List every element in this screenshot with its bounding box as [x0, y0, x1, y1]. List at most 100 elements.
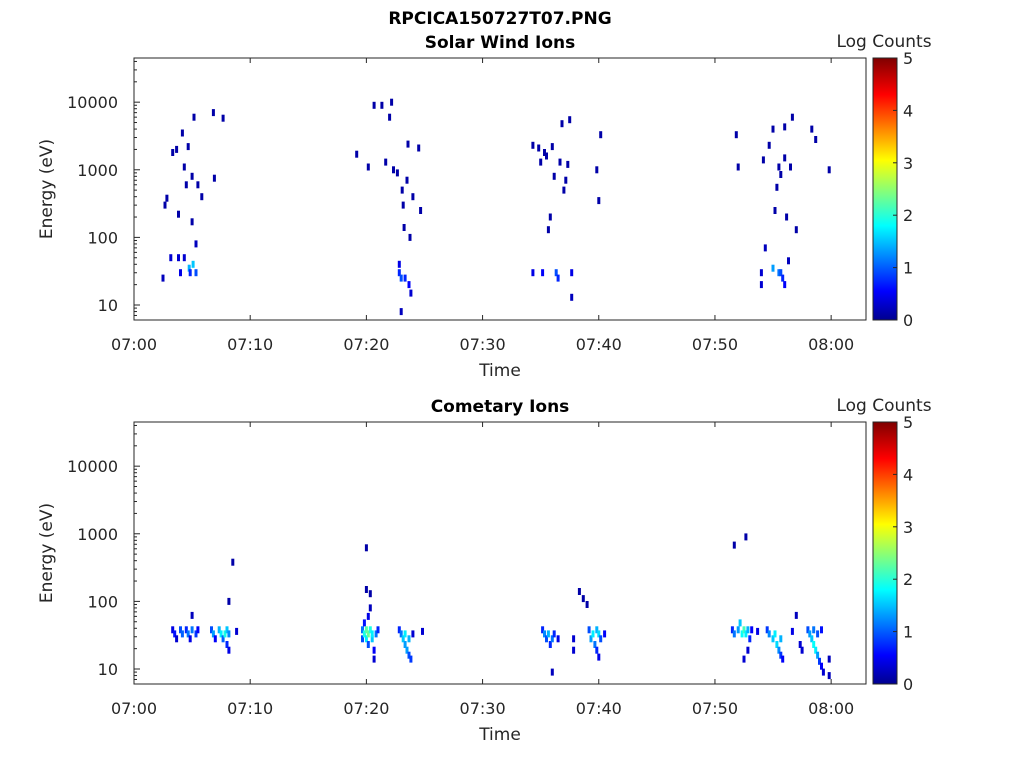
- heatmap-cell: [759, 281, 763, 289]
- heatmap-cell: [740, 630, 744, 638]
- heatmap-cell: [775, 183, 779, 191]
- heatmap-cell: [190, 218, 194, 226]
- heatmap-cell: [597, 197, 601, 205]
- heatmap-cell: [810, 125, 814, 133]
- colorbar-tick-label: 5: [903, 413, 913, 432]
- heatmap-cell: [771, 635, 775, 643]
- colorbar-ticks: 0 1 2 3 4 5: [893, 413, 913, 694]
- heatmap-cell: [812, 641, 816, 648]
- heatmap-cell: [182, 163, 186, 171]
- heatmap-cell: [366, 630, 370, 638]
- heatmap-cell: [180, 129, 184, 137]
- heatmap-cell: [419, 207, 423, 214]
- heatmap-cell: [732, 630, 736, 638]
- heatmap-cell: [361, 626, 364, 634]
- heatmap-cell: [548, 213, 552, 221]
- colorbar-tick-label: 3: [903, 518, 913, 537]
- heatmap-cell: [597, 653, 601, 661]
- heatmap-cell: [546, 226, 550, 234]
- heatmap-cell: [188, 269, 192, 277]
- heatmap-cell: [397, 626, 401, 634]
- heatmap-cell: [169, 254, 173, 262]
- x-tick-label: 08:00: [808, 699, 854, 718]
- heatmap-cell: [179, 269, 182, 277]
- x-tick-label: 07:50: [692, 335, 738, 354]
- axes: 07:00 07:10 07:20 07:30 07:40 07:50 08:00 10 100…: [67, 422, 854, 718]
- heatmap-cell: [558, 158, 562, 166]
- heatmap-cell: [556, 274, 560, 282]
- heatmap-cell: [399, 630, 403, 638]
- heatmap-cell: [366, 163, 370, 171]
- heatmap-cell: [543, 630, 546, 638]
- heatmap-cell: [392, 166, 395, 174]
- heatmap-cell: [577, 588, 581, 595]
- heatmap-cell: [225, 626, 229, 634]
- heatmap-cell: [763, 244, 767, 252]
- heatmap-cell: [405, 176, 409, 184]
- heatmap-cell: [593, 641, 597, 648]
- heatmap-cell: [777, 646, 781, 654]
- y-tick-label: 100: [87, 592, 118, 611]
- heatmap-cell: [407, 635, 411, 643]
- heatmap-cell: [401, 635, 405, 643]
- heatmap-cell: [399, 274, 403, 282]
- heatmap-cell: [370, 635, 374, 643]
- heatmap-cell: [589, 635, 593, 643]
- heatmap-cell: [781, 655, 785, 663]
- heatmap-cell: [221, 635, 225, 643]
- heatmap-cell: [820, 662, 823, 670]
- heatmap-cell: [175, 145, 179, 153]
- heatmap-cell: [761, 156, 765, 164]
- heatmap-cell: [734, 131, 738, 139]
- heatmap-cell: [595, 646, 599, 654]
- heatmap-cell: [411, 193, 415, 201]
- heatmap-cell: [184, 626, 188, 634]
- heatmap-cell: [744, 533, 748, 541]
- heatmap-cell: [783, 123, 787, 131]
- heatmap-cell: [591, 630, 595, 638]
- heatmap-cell: [767, 630, 771, 638]
- heatmap-cell: [177, 254, 180, 262]
- heatmap-cell: [364, 586, 368, 593]
- x-tick-label: 07:30: [460, 699, 506, 718]
- heatmap-cell: [399, 308, 403, 316]
- heatmap-cell: [545, 635, 548, 643]
- heatmap-cell: [227, 630, 231, 638]
- plot-frame: [133, 421, 867, 685]
- heatmap-cell: [368, 604, 372, 612]
- colorbar-tick-label: 3: [903, 154, 913, 173]
- heatmap-cell: [810, 635, 814, 643]
- heatmap-cell: [372, 646, 376, 654]
- heatmap-cell: [171, 149, 175, 156]
- heatmap-cell: [405, 646, 409, 654]
- heatmap-cell: [779, 171, 783, 178]
- heatmap-cell: [173, 630, 177, 638]
- y-axis-label: Energy (eV): [37, 139, 57, 239]
- x-tick-label: 07:20: [343, 699, 389, 718]
- colorbar-tick-label: 0: [903, 311, 913, 330]
- heatmap-cell: [730, 626, 734, 634]
- heatmap-cell: [191, 260, 195, 268]
- heatmap-cell: [756, 627, 760, 635]
- heatmap-cell: [362, 630, 366, 638]
- heatmap-cell: [163, 201, 167, 209]
- heatmap-cell: [190, 626, 194, 634]
- colorbar-ticks: 0 1 2 3 4 5: [893, 49, 913, 330]
- heatmap-cell: [384, 158, 388, 166]
- colorbar-tick-label: 5: [903, 49, 913, 68]
- heatmap-cell: [603, 630, 607, 638]
- heatmap-cell: [223, 630, 227, 638]
- heatmap-cell: [779, 651, 783, 659]
- heatmap-cell: [777, 269, 781, 277]
- heatmap-cell: [750, 626, 754, 634]
- heatmap-cell: [783, 154, 787, 162]
- heatmap-cell: [171, 626, 175, 634]
- heatmap-cell: [180, 630, 184, 638]
- heatmap-cell: [771, 125, 775, 133]
- heatmap-cell: [190, 172, 194, 180]
- heatmap-cell: [543, 149, 546, 156]
- x-axis-label: Time: [478, 361, 521, 381]
- heatmap-cell: [361, 635, 364, 643]
- colorbar-tick-label: 0: [903, 675, 913, 694]
- heatmap-cell: [421, 627, 424, 635]
